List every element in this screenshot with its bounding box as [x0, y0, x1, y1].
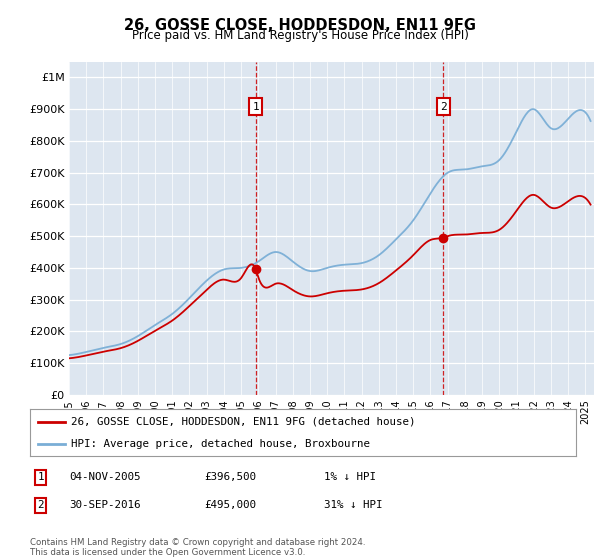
Text: 1: 1 [252, 101, 259, 111]
Text: 26, GOSSE CLOSE, HODDESDON, EN11 9FG (detached house): 26, GOSSE CLOSE, HODDESDON, EN11 9FG (de… [71, 417, 415, 427]
Text: £396,500: £396,500 [204, 472, 256, 482]
Text: 30-SEP-2016: 30-SEP-2016 [69, 500, 140, 510]
Text: 31% ↓ HPI: 31% ↓ HPI [324, 500, 383, 510]
Text: 1: 1 [38, 472, 44, 482]
Text: Contains HM Land Registry data © Crown copyright and database right 2024.
This d: Contains HM Land Registry data © Crown c… [30, 538, 365, 557]
Text: 2: 2 [440, 101, 447, 111]
Text: Price paid vs. HM Land Registry's House Price Index (HPI): Price paid vs. HM Land Registry's House … [131, 29, 469, 42]
Text: 1% ↓ HPI: 1% ↓ HPI [324, 472, 376, 482]
Text: £495,000: £495,000 [204, 500, 256, 510]
Text: 26, GOSSE CLOSE, HODDESDON, EN11 9FG: 26, GOSSE CLOSE, HODDESDON, EN11 9FG [124, 18, 476, 34]
Text: 2: 2 [38, 500, 44, 510]
Text: HPI: Average price, detached house, Broxbourne: HPI: Average price, detached house, Brox… [71, 438, 370, 449]
Text: 04-NOV-2005: 04-NOV-2005 [69, 472, 140, 482]
